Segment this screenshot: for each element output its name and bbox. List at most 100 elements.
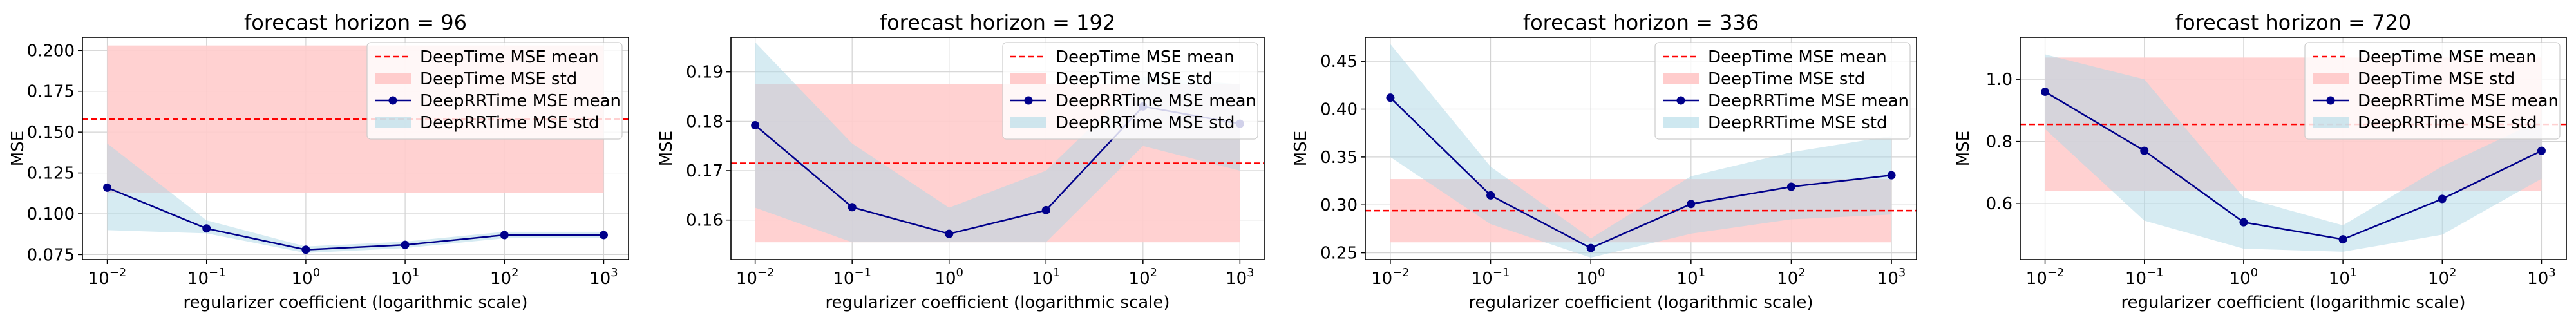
x-tick-label: 102: [1777, 266, 1806, 289]
chart-title: forecast horizon = 720: [2175, 10, 2411, 35]
y-axis-label: MSE: [1291, 131, 1311, 166]
legend-swatch-deeprrtime-std: [1663, 117, 1699, 128]
y-axis-label: MSE: [1954, 131, 1973, 166]
legend: DeepTime MSE mean DeepTime MSE std DeepRRT…: [2304, 42, 2561, 140]
plot-area: [1365, 37, 1917, 260]
legend-label: DeepTime MSE mean: [420, 48, 599, 67]
x-tick-label: 100: [292, 266, 321, 289]
y-tick-label: 0.40: [1320, 100, 1358, 120]
axes-frame: [82, 37, 629, 260]
y-tick-label: 0.200: [27, 41, 75, 61]
legend-label: DeepTime MSE mean: [1708, 48, 1887, 67]
y-tick-label: 0.8: [1986, 133, 2012, 152]
legend-swatch-deeprrtime-std: [1010, 117, 1046, 128]
x-tick-label: 102: [490, 266, 519, 289]
x-tick-label: 101: [1032, 266, 1061, 289]
y-tick-label: 0.100: [27, 205, 75, 224]
y-tick-label: 0.16: [686, 211, 723, 231]
x-tick-label: 10−1: [187, 266, 226, 289]
y-tick-label: 0.150: [27, 123, 75, 142]
deeprrtime-mean-point: [1887, 171, 1896, 180]
deeprrtime-mean-line: [107, 187, 604, 251]
chart-title: forecast horizon = 192: [880, 10, 1115, 35]
x-axis-label: regularizer coefficient (logarithmic sca…: [825, 293, 1170, 312]
x-tick-label: 100: [934, 266, 963, 289]
legend-label: DeepTime MSE std: [1708, 70, 1865, 89]
x-tick-label: 100: [1577, 266, 1605, 289]
x-tick-label: 103: [1226, 266, 1255, 289]
deeprrtime-mean-point: [945, 229, 954, 238]
legend-label: DeepTime MSE std: [2358, 70, 2515, 89]
y-tick-label: 0.19: [686, 63, 723, 82]
deeprrtime-mean-point: [401, 240, 410, 249]
y-axis-label: MSE: [8, 131, 28, 166]
y-tick-label: 0.125: [27, 164, 75, 184]
subplot-1: 10−2 10−1 100 101 102 103 0.075 0.100 0.125 0.150…: [8, 10, 629, 312]
legend-label: DeepTime MSE mean: [1056, 48, 1235, 67]
legend-label: DeepRRTime MSE mean: [1056, 91, 1256, 111]
chart-title: forecast horizon = 336: [1523, 10, 1759, 35]
y-tick-label: 0.075: [27, 245, 75, 265]
deeprrtime-mean-point: [1786, 182, 1795, 191]
legend-swatch-deeprrtime-std: [375, 117, 411, 128]
legend-swatch-deeptime-std: [375, 73, 411, 84]
legend-label: DeepRRTime MSE mean: [420, 91, 621, 111]
x-tick-label: 10−1: [833, 266, 871, 289]
deeprrtime-mean-point: [848, 203, 857, 212]
legend-label: DeepTime MSE std: [1056, 70, 1213, 89]
legend-box: [2304, 42, 2561, 140]
x-axis-label: regularizer coefficient (logarithmic sca…: [2121, 293, 2465, 312]
axes-frame: [2020, 37, 2567, 260]
legend: DeepTime MSE mean DeepTime MSE std DeepRRT…: [1654, 42, 1911, 140]
legend-box: [1654, 42, 1911, 140]
legend-label: DeepRRTime MSE std: [1708, 113, 1888, 133]
y-tick-label: 0.35: [1320, 148, 1358, 167]
x-tick-label: 10−1: [1472, 266, 1510, 289]
deeprrtime-mean-point: [1386, 93, 1395, 102]
deeprrtime-std-band: [1390, 44, 1892, 258]
deeprrtime-mean-point: [202, 224, 211, 233]
deeprrtime-std-band: [2045, 54, 2542, 252]
legend-marker-deeprrtime-mean: [388, 96, 397, 105]
x-tick-label: 101: [1677, 266, 1706, 289]
y-tick-label: 0.25: [1320, 244, 1358, 263]
axes-frame: [730, 37, 1265, 260]
chart-title: forecast horizon = 96: [244, 10, 467, 35]
y-tick-label: 0.17: [686, 162, 723, 181]
deeprrtime-mean-point: [1586, 243, 1595, 252]
deeprrtime-mean-point: [1687, 200, 1696, 209]
deeprrtime-mean-point: [103, 183, 112, 192]
deeprrtime-mean-point: [500, 231, 509, 240]
legend-swatch-deeptime-std: [2313, 73, 2349, 84]
x-tick-label: 10−1: [2125, 266, 2164, 289]
legend-marker-deeprrtime-mean: [2326, 96, 2335, 105]
legend-marker-deeprrtime-mean: [1676, 96, 1685, 105]
subplot-4: 10−2 10−1 100 101 102 103 0.6 0.8 1.0 forecast ho…: [1954, 10, 2567, 312]
legend: DeepTime MSE mean DeepTime MSE std DeepRRT…: [366, 42, 623, 140]
x-tick-label: 10−2: [736, 266, 775, 289]
deeprrtime-std-band: [755, 42, 1240, 243]
deeprrtime-mean-point: [1486, 191, 1495, 200]
x-tick-label: 102: [2428, 266, 2457, 289]
deeprrtime-mean-line: [1390, 97, 1892, 249]
y-tick-label: 1.0: [1986, 70, 2012, 90]
deeprrtime-mean-point: [2537, 146, 2546, 155]
legend-swatch-deeptime-std: [1663, 73, 1699, 84]
legend-label: DeepRRTime MSE mean: [1708, 91, 1909, 111]
deeprrtime-mean-point: [2338, 235, 2347, 244]
x-tick-label: 100: [2230, 266, 2259, 289]
x-tick-label: 103: [1877, 266, 1906, 289]
y-tick-label: 0.6: [1986, 194, 2012, 214]
legend-label: DeepRRTime MSE mean: [2358, 91, 2559, 111]
deeprrtime-mean-line: [2044, 91, 2543, 240]
axes-frame: [1365, 37, 1917, 260]
x-tick-label: 102: [1129, 266, 1158, 289]
legend-label: DeepRRTime MSE std: [420, 113, 600, 133]
deeprrtime-mean-point: [2239, 218, 2248, 227]
x-tick-label: 10−2: [88, 266, 127, 289]
deeprrtime-mean-point: [751, 120, 760, 129]
x-tick-label: 103: [2527, 266, 2556, 289]
deeprrtime-mean-point: [2438, 194, 2447, 204]
x-tick-label: 10−2: [2026, 266, 2065, 289]
